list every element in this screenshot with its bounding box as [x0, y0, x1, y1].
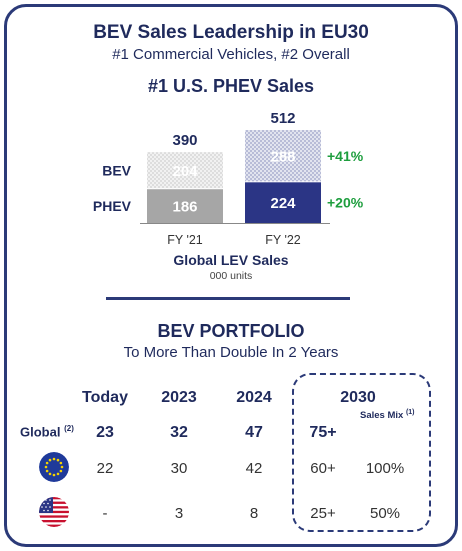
target-2030-box — [292, 373, 431, 532]
global-2030: 75+ — [309, 424, 337, 441]
us-2023: 3 — [174, 505, 184, 522]
eu-sales-mix: 100% — [365, 460, 405, 477]
global-today: 23 — [96, 424, 114, 441]
tick-label-0: FY '21 — [167, 233, 203, 247]
info-card — [4, 4, 458, 547]
bar-phev-1 — [245, 182, 321, 223]
col-header-2024: 2024 — [236, 389, 272, 406]
us-2024: 8 — [249, 505, 259, 522]
bar-phev-0 — [147, 189, 223, 223]
us-2030: 25+ — [310, 505, 336, 522]
us-flag-icon — [39, 497, 69, 527]
eu-2030: 60+ — [310, 460, 336, 477]
tick-label-1: FY '22 — [265, 233, 301, 247]
col-header-2023: 2023 — [161, 389, 197, 406]
label-bev-0: 204 — [172, 163, 198, 180]
global-2024: 47 — [245, 424, 263, 441]
label-total-0: 390 — [172, 132, 197, 149]
phev-title: #1 U.S. PHEV Sales — [147, 76, 315, 96]
portfolio-subtitle: To More Than Double In 2 Years — [123, 344, 339, 361]
label-bev-1: 288 — [270, 149, 295, 166]
growth-phev: +20% — [327, 195, 364, 211]
eu-flag-icon — [39, 452, 69, 482]
growth-bev: +41% — [327, 148, 364, 164]
col-header-today: Today — [82, 389, 128, 406]
row-label-global: Global (2) — [20, 424, 74, 440]
label-phev-0: 186 — [172, 199, 197, 216]
bar-bev-1 — [245, 130, 321, 182]
chart-units: 000 units — [209, 270, 253, 282]
eu-today: 22 — [96, 460, 114, 477]
legend-bev: BEV — [102, 163, 131, 179]
label-total-1: 512 — [270, 110, 295, 127]
eu-2023: 30 — [170, 460, 188, 477]
legend-phev: PHEV — [93, 198, 132, 214]
sales-mix-label: Sales Mix (1) — [360, 409, 415, 422]
bar-bev-0 — [147, 152, 223, 189]
us-sales-mix: 50% — [369, 505, 401, 522]
page-subtitle: #1 Commercial Vehicles, #2 Overall — [112, 46, 350, 63]
col-header-2030: 2030 — [340, 389, 376, 406]
eu-2024: 42 — [245, 460, 263, 477]
chart-title: Global LEV Sales — [173, 252, 289, 268]
portfolio-title: BEV PORTFOLIO — [157, 321, 305, 341]
lev-sales-chart: 186 204 390 FY '21 BEV PHEV 224 288 512 FY '22 +41… — [93, 110, 364, 247]
us-today: - — [102, 505, 108, 522]
section-divider — [106, 297, 350, 300]
global-2023: 32 — [170, 424, 188, 441]
label-phev-1: 224 — [270, 195, 296, 212]
page-title: BEV Sales Leadership in EU30 — [93, 22, 369, 43]
